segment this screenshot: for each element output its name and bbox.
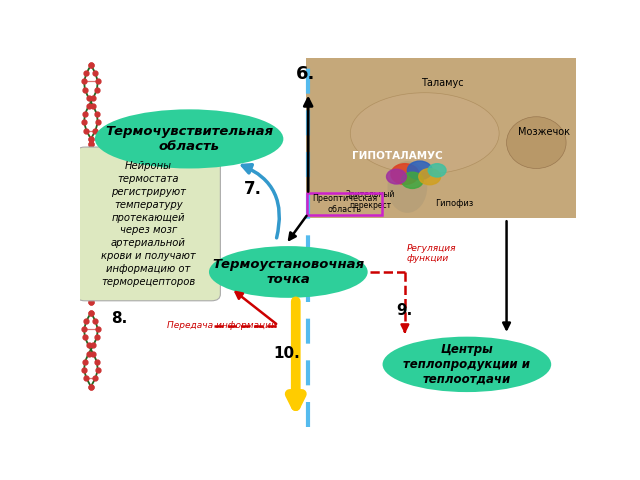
Text: Центры
теплопродукции и
теплоотдачи: Центры теплопродукции и теплоотдачи: [403, 343, 531, 386]
Circle shape: [408, 161, 432, 180]
FancyBboxPatch shape: [76, 147, 220, 301]
Circle shape: [401, 172, 423, 189]
Text: ГИПОТАЛАМУС: ГИПОТАЛАМУС: [352, 151, 443, 160]
Text: Таламус: Таламус: [420, 78, 463, 88]
Text: Нейроны
термостата
регистрируют
температуру
протекающей
через мозг
артериальной
: Нейроны термостата регистрируют температ…: [101, 161, 196, 287]
Text: 8.: 8.: [111, 311, 127, 325]
Text: Термоустановочная
точка: Термоустановочная точка: [212, 258, 364, 286]
Ellipse shape: [95, 109, 284, 168]
Circle shape: [387, 169, 406, 184]
Text: Зрительный
перекрест: Зрительный перекрест: [346, 190, 395, 210]
Text: Передача информации: Передача информации: [167, 321, 276, 330]
Ellipse shape: [507, 117, 566, 168]
Ellipse shape: [383, 336, 551, 392]
Ellipse shape: [350, 93, 499, 174]
Circle shape: [391, 164, 419, 184]
Text: 9.: 9.: [396, 303, 413, 318]
Text: Гипофиз: Гипофиз: [435, 199, 474, 208]
Text: 7.: 7.: [244, 180, 262, 198]
Circle shape: [419, 168, 440, 185]
Text: 10.: 10.: [273, 346, 300, 361]
Text: Преоптическая
область: Преоптическая область: [312, 194, 377, 214]
Text: 6.: 6.: [296, 65, 315, 83]
Bar: [306, 58, 576, 218]
Text: Регуляция
функции: Регуляция функции: [406, 244, 456, 263]
Ellipse shape: [388, 161, 428, 213]
Text: Термочувствительная
область: Термочувствительная область: [105, 125, 273, 153]
Circle shape: [428, 164, 446, 177]
Text: Мозжечок: Мозжечок: [518, 127, 570, 136]
Ellipse shape: [209, 246, 367, 298]
